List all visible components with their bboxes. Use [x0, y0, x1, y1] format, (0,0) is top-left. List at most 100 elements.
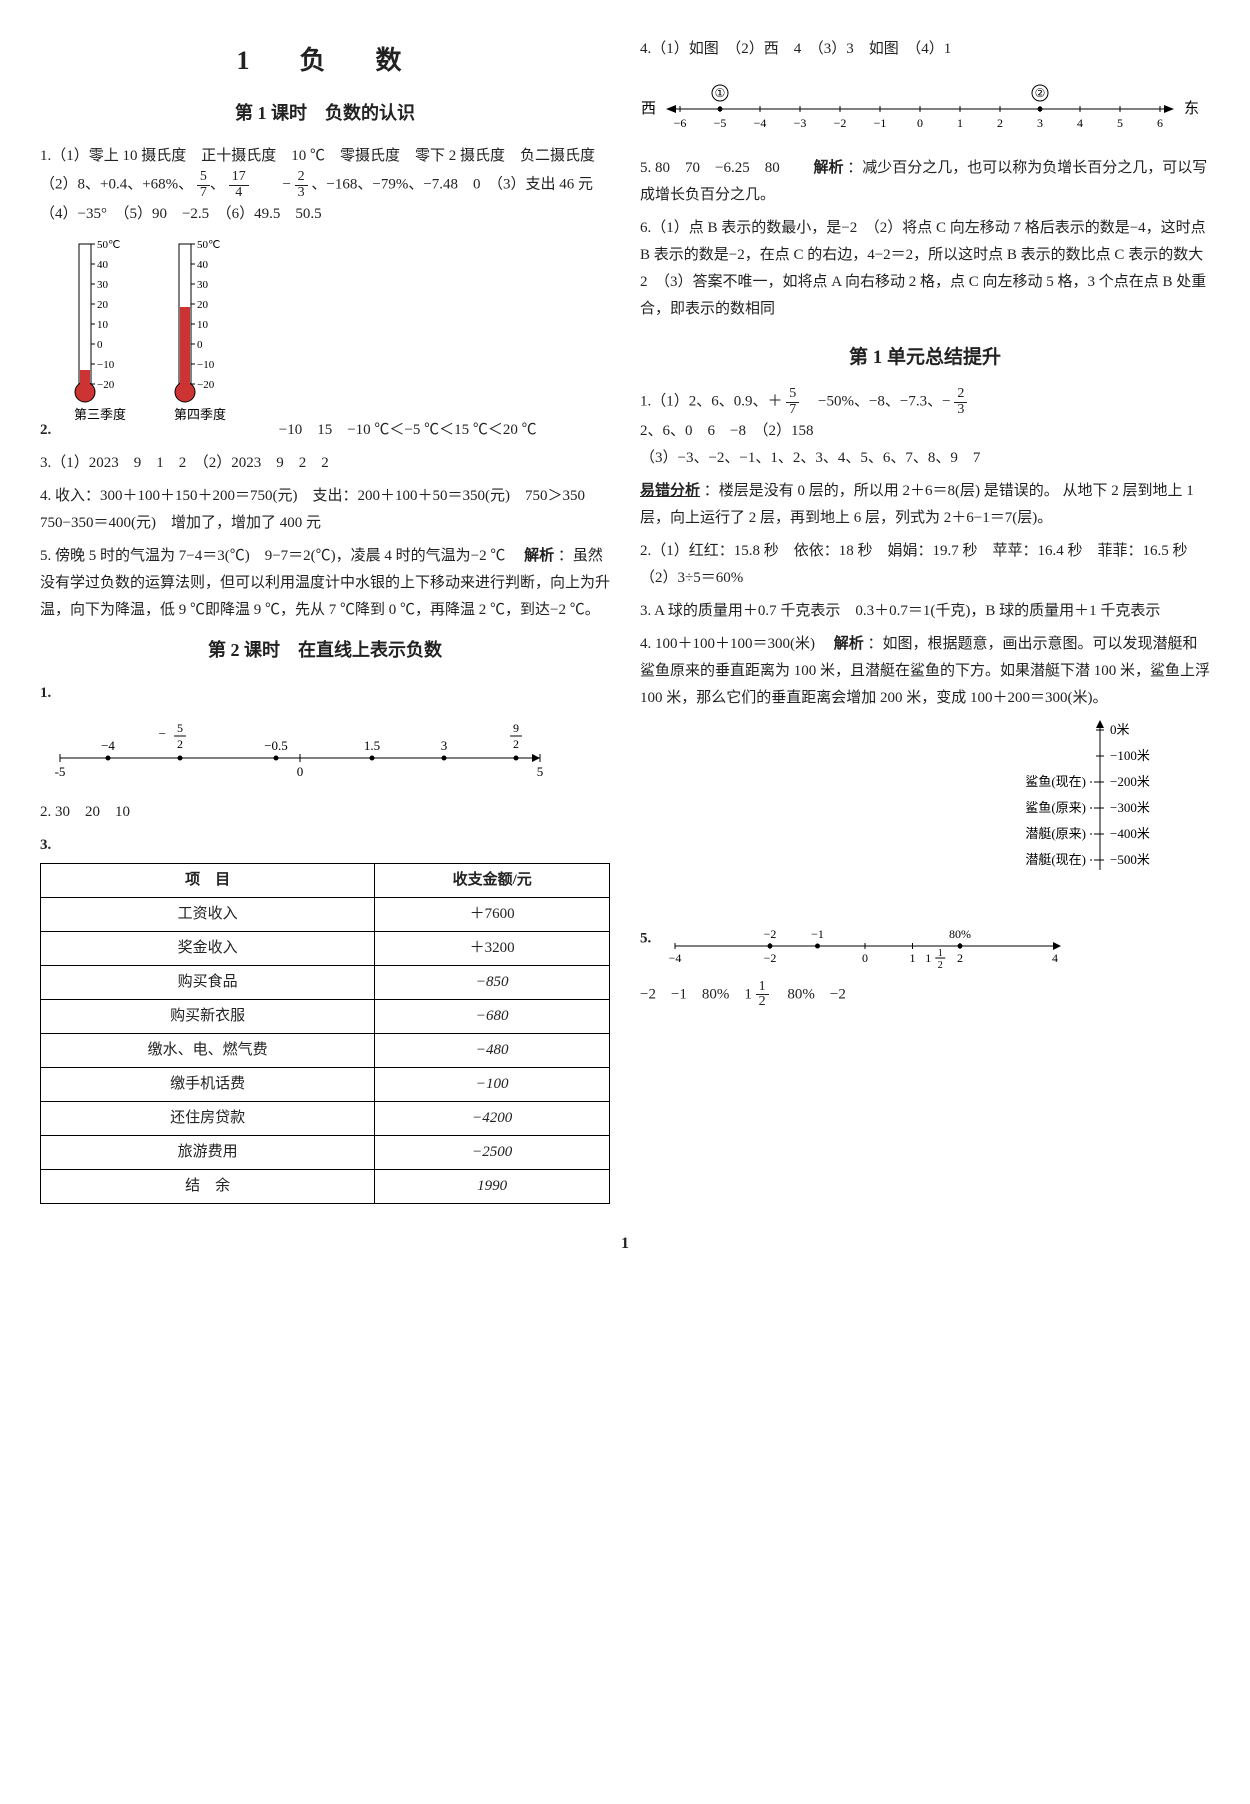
table-cell: 缴手机话费 — [41, 1067, 375, 1101]
svg-text:−400米: −400米 — [1110, 826, 1150, 841]
svg-text:5: 5 — [1117, 116, 1123, 130]
error-analysis-label: 易错分析 — [640, 483, 700, 499]
svg-text:−10: −10 — [197, 359, 215, 371]
svg-text:西: 西 — [641, 101, 656, 117]
lesson1-title: 第 1 课时 负数的认识 — [40, 97, 610, 129]
table-cell: 缴水、电、燃气费 — [41, 1033, 375, 1067]
svg-text:−1: −1 — [811, 927, 824, 941]
q-number: 2. — [40, 422, 51, 438]
table-row: 工资收入＋7600 — [41, 897, 610, 931]
svg-text:0: 0 — [197, 339, 203, 351]
text: −10 15 −10 ℃＜−5 ℃＜15 ℃＜20 ℃ — [279, 422, 537, 438]
unit-title: 第 1 单元总结提升 — [640, 341, 1210, 375]
table-cell: 结 余 — [41, 1169, 375, 1203]
svg-text:−200米: −200米 — [1110, 774, 1150, 789]
table-cell: 购买食品 — [41, 965, 375, 999]
svg-text:−20: −20 — [197, 379, 215, 391]
svg-text:−500米: −500米 — [1110, 852, 1150, 867]
depth-diagram: 0米−100米−200米鲨鱼(现在)−300米鲨鱼(原来)−400米潜艇(原来)… — [850, 718, 1210, 888]
r-q6: 6.（1）点 B 表示的数最小，是−2 （2）将点 C 向左移动 7 格后表示的… — [640, 215, 1210, 323]
svg-text:20: 20 — [97, 299, 109, 311]
svg-text:−3: −3 — [794, 116, 807, 130]
svg-text:10: 10 — [97, 319, 109, 331]
svg-text:−2: −2 — [764, 951, 777, 965]
svg-text:1.5: 1.5 — [364, 738, 380, 753]
table-row: 旅游费用−2500 — [41, 1135, 610, 1169]
table-cell: −2500 — [375, 1135, 610, 1169]
svg-text:−2: −2 — [764, 927, 777, 941]
income-expense-table: 项 目 收支金额/元 工资收入＋7600奖金收入＋3200购买食品−850购买新… — [40, 863, 610, 1204]
l2-q2: 2. 30 20 10 — [40, 799, 610, 826]
svg-text:0米: 0米 — [1110, 722, 1130, 737]
lesson2-title: 第 2 课时 在直线上表示负数 — [40, 634, 610, 666]
right-column: 4.（1）如图 （2）西 4 （3）3 如图 （4）1 西 东 −6 −5 −4 −3 −2… — [640, 30, 1210, 1210]
left-column: 1 负 数 第 1 课时 负数的认识 1.（1）零上 10 摄氏度 正十摄氏度 … — [40, 30, 610, 1210]
svg-text:4: 4 — [1077, 116, 1083, 130]
svg-text:2: 2 — [997, 116, 1003, 130]
svg-text:2: 2 — [938, 960, 943, 971]
text: （3）−3、−2、−1、1、2、3、4、5、6、7、8、9 7 — [640, 450, 980, 466]
page-number: 1 — [40, 1230, 1210, 1259]
number-line-5: −4−20124−2−180%112 — [655, 904, 1075, 974]
text: 5. 傍晚 5 时的气温为 7−4＝3(℃) 9−7＝2(℃)，凌晨 4 时的气… — [40, 548, 520, 564]
l1-q5: 5. 傍晚 5 时的气温为 7−4＝3(℃) 9−7＝2(℃)，凌晨 4 时的气… — [40, 543, 610, 624]
svg-text:−4: −4 — [754, 116, 767, 130]
number-line-1: -505−4−52−0.51.5392 — [40, 713, 560, 783]
svg-text:−1: −1 — [874, 116, 887, 130]
table-cell: −480 — [375, 1033, 610, 1067]
svg-text:−6: −6 — [674, 116, 687, 130]
table-cell: 还住房贷款 — [41, 1101, 375, 1135]
svg-text:40: 40 — [97, 259, 109, 271]
table-row: 购买新衣服−680 — [41, 999, 610, 1033]
svg-text:−5: −5 — [714, 116, 727, 130]
svg-text:①: ① — [715, 86, 726, 100]
frac-5-7: 57 — [197, 170, 210, 200]
l2-q3: 3. 项 目 收支金额/元 工资收入＋7600奖金收入＋3200购买食品−850… — [40, 832, 610, 1204]
l1-q2: 2. 50℃403020100−10−2050℃403020100−10−20第… — [40, 234, 610, 444]
r-q5: 5. 80 70 −6.25 80 解析 ：减少百分之几，也可以称为负增长百分之… — [640, 155, 1210, 209]
svg-text:30: 30 — [197, 279, 209, 291]
number-line-4: 西东−6−5−4−3−2−10123456①② — [640, 69, 1200, 139]
frac-17-4: 174 — [229, 170, 249, 200]
u-q1: 1.（1）2、6、0.9、＋ 57 −50%、−8、−7.3、− 23 2、6、… — [640, 387, 1210, 471]
svg-text:50℃: 50℃ — [197, 239, 220, 251]
svg-text:20: 20 — [197, 299, 209, 311]
svg-text:0: 0 — [297, 764, 304, 779]
u-q3: 3. A 球的质量用＋0.7 千克表示 0.3＋0.7＝1(千克)，B 球的质量… — [640, 598, 1210, 625]
analysis-label: 解析 — [524, 548, 554, 564]
text: − — [252, 177, 290, 193]
text: 80% −2 — [772, 986, 845, 1002]
chapter-title: 1 负 数 — [40, 38, 610, 85]
table-row: 缴手机话费−100 — [41, 1067, 610, 1101]
svg-text:潜艇(原来): 潜艇(原来) — [1025, 826, 1086, 841]
svg-text:6: 6 — [1157, 116, 1163, 130]
svg-text:−20: −20 — [97, 379, 115, 391]
table-cell: −4200 — [375, 1101, 610, 1135]
svg-text:0: 0 — [97, 339, 103, 351]
table-cell: 购买新衣服 — [41, 999, 375, 1033]
frac-2-3: 23 — [295, 170, 308, 200]
text: −50%、−8、−7.3、− — [803, 394, 951, 410]
q-number: 5. — [640, 930, 651, 946]
r-q4-lead: 4.（1）如图 （2）西 4 （3）3 如图 （4）1 — [640, 36, 1210, 63]
frac-5-7: 57 — [786, 387, 799, 417]
svg-text:9: 9 — [513, 721, 519, 735]
table-cell: 奖金收入 — [41, 931, 375, 965]
svg-text:0: 0 — [917, 116, 923, 130]
svg-text:1: 1 — [957, 116, 963, 130]
frac-1-2: 12 — [756, 980, 769, 1010]
svg-text:1: 1 — [925, 951, 931, 965]
q-number: 3. — [40, 837, 51, 853]
svg-text:50℃: 50℃ — [97, 239, 120, 251]
svg-text:潜艇(现在): 潜艇(现在) — [1025, 852, 1086, 867]
svg-text:−4: −4 — [101, 738, 115, 753]
text: −2 −1 80% 1 — [640, 986, 752, 1002]
text: 2、6、0 6 −8 （2）158 — [640, 423, 813, 439]
u-q5: 5. −4−20124−2−180%112 — [640, 904, 1210, 974]
table-cell: 1990 — [375, 1169, 610, 1203]
svg-text:东: 东 — [1184, 100, 1199, 117]
svg-text:2: 2 — [957, 951, 963, 965]
table-cell: 工资收入 — [41, 897, 375, 931]
table-row: 结 余1990 — [41, 1169, 610, 1203]
svg-text:第三季度: 第三季度 — [74, 407, 126, 422]
